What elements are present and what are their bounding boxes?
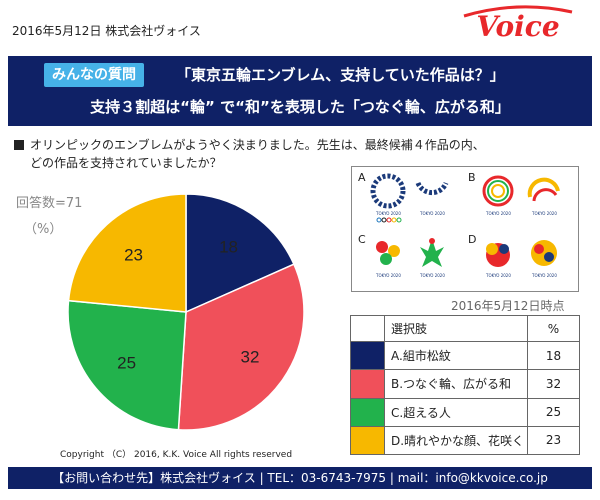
square-bullet-icon (14, 140, 24, 150)
pie-slice-label: 25 (117, 354, 136, 373)
emblem-b-paralympic-icon: TOKYO 2020 (527, 177, 560, 216)
emblem-b-olympic-icon: TOKYO 2020 (482, 175, 514, 216)
pie-chart: 18 32 25 23 (67, 193, 305, 431)
emblem-letter-a: A (358, 171, 366, 184)
emblem-d-olympic-icon: TOKYO 2020 (485, 243, 511, 278)
option-label: C.超える人 (384, 397, 528, 427)
header-option: 選択肢 (384, 315, 528, 342)
pie-slice-label: 23 (124, 245, 143, 264)
emblem-c-paralympic-icon: TOKYO 2020 (419, 238, 445, 278)
legend-swatch-d (350, 425, 385, 456)
emblem-letter-c: C (358, 233, 366, 246)
emblem-d-olympic-caption: TOKYO 2020 (485, 273, 511, 278)
option-pct: 18 (527, 340, 580, 371)
option-pct: 32 (527, 369, 580, 399)
option-label: B.つなぐ輪、広がる和 (384, 369, 528, 399)
emblem-a-paralympic-icon: TOKYO 2020 (415, 181, 449, 216)
option-pct: 23 (527, 425, 580, 456)
logo-swoosh-icon (463, 5, 573, 18)
emblem-c-paralympic-caption: TOKYO 2020 (419, 273, 445, 278)
pie-slice (67, 299, 187, 431)
header-swatch-cell (350, 315, 385, 342)
emblem-d-paralympic-icon: TOKYO 2020 (531, 240, 557, 278)
emblem-b-olympic-caption: TOKYO 2020 (485, 211, 511, 216)
legend-swatch-c (350, 397, 385, 427)
headline-banner: みんなの質問 「東京五輪エンブレム、支持していた作品は？」 支持３割超は“輪” … (8, 56, 592, 126)
headline-result: 支持３割超は“輪” で“和”を表現した「つなぐ輪、広がる和」 (90, 98, 510, 116)
emblem-a-olympic-caption: TOKYO 2020 (375, 211, 401, 216)
emblem-letter-b: B (468, 171, 476, 184)
table-row: D.晴れやかな顔、花咲く 23 (350, 425, 580, 456)
option-label: A.組市松紋 (384, 340, 528, 371)
voice-logo: Voice (458, 4, 578, 48)
results-table: 選択肢 % A.組市松紋 18 B.つなぐ輪、広がる和 32 C.超える人 25… (350, 315, 580, 456)
survey-question-line1: オリンピックのエンブレムがようやく決まりました。先生は、最終候補４作品の内、 (30, 138, 485, 152)
copyright-notice: Copyright （C） 2016, K.K. Voice All right… (60, 450, 293, 460)
table-row: C.超える人 25 (350, 397, 580, 427)
emblem-c-olympic-caption: TOKYO 2020 (375, 273, 401, 278)
survey-question: オリンピックのエンブレムがようやく決まりました。先生は、最終候補４作品の内、 ど… (14, 136, 530, 172)
emblem-letter-d: D (468, 233, 477, 246)
contact-footer: 【お問い合わせ先】株式会社ヴォイス | TEL：03-6743-7975 | m… (8, 467, 592, 489)
legend-swatch-a (350, 340, 385, 371)
pie-slice (67, 193, 187, 313)
table-row: A.組市松紋 18 (350, 340, 580, 371)
header-pct: % (527, 315, 580, 342)
emblem-b-paralympic-caption: TOKYO 2020 (531, 211, 557, 216)
results-table-header: 選択肢 % (350, 315, 580, 342)
pie-slice-label: 18 (219, 238, 238, 257)
pie-slice (177, 263, 305, 431)
table-row: B.つなぐ輪、広がる和 32 (350, 369, 580, 399)
unit-label: （%） (24, 222, 63, 237)
emblem-a-olympic-icon: TOKYO 2020 (370, 173, 406, 223)
pie-slice-label: 32 (241, 348, 260, 367)
emblem-d-paralympic-caption: TOKYO 2020 (531, 273, 557, 278)
question-badge: みんなの質問 (44, 63, 144, 87)
as-of-date: 2016年5月12日時点 (451, 299, 565, 313)
emblem-candidates-panel: A B C D TOKYO 2020 TOKYO 2020 TOKYO 2020… (351, 166, 579, 292)
option-label: D.晴れやかな顔、花咲く (384, 425, 528, 456)
legend-swatch-b (350, 369, 385, 399)
respondent-count: 回答数=71 (16, 196, 83, 211)
emblem-c-olympic-icon: TOKYO 2020 (375, 241, 401, 278)
option-pct: 25 (527, 397, 580, 427)
report-date-company: 2016年5月12日 株式会社ヴォイス (12, 24, 201, 38)
survey-question-line2: どの作品を支持されていましたか？ (30, 156, 222, 170)
emblem-a-paralympic-caption: TOKYO 2020 (419, 211, 445, 216)
pie-slice (185, 193, 295, 314)
logo-text: Voice (476, 10, 560, 43)
headline-question: 「東京五輪エンブレム、支持していた作品は？」 (176, 66, 505, 84)
